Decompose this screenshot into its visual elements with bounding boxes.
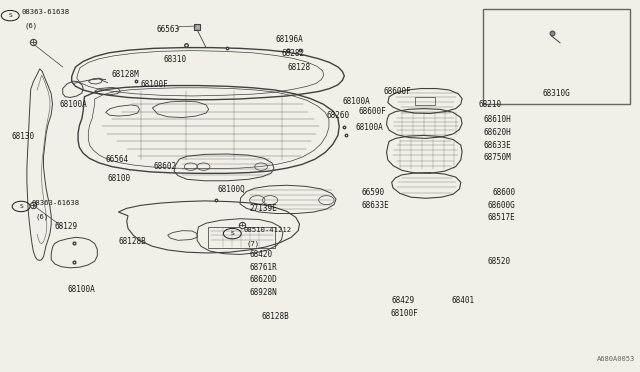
Text: 68196A: 68196A	[275, 35, 303, 44]
Text: 08510-41212: 08510-41212	[243, 227, 291, 233]
Text: 68130: 68130	[12, 132, 35, 141]
Text: 68129: 68129	[54, 222, 77, 231]
Text: 68602: 68602	[154, 162, 177, 171]
Text: 68620H: 68620H	[483, 128, 511, 137]
Text: 68260: 68260	[326, 111, 349, 120]
Text: (6): (6)	[24, 23, 38, 29]
Text: 68310: 68310	[163, 55, 186, 64]
Text: 68128B: 68128B	[261, 312, 289, 321]
Text: (7): (7)	[246, 240, 260, 247]
Text: 68100F: 68100F	[141, 80, 168, 89]
Text: 68633E: 68633E	[362, 201, 389, 210]
Text: S: S	[8, 13, 12, 18]
Text: 68210: 68210	[479, 100, 502, 109]
Text: 68420: 68420	[250, 250, 273, 259]
Text: S: S	[19, 204, 23, 209]
Text: 68310G: 68310G	[543, 89, 571, 97]
Text: 68100A: 68100A	[60, 100, 87, 109]
Text: 66590: 66590	[362, 188, 385, 197]
Text: 68600: 68600	[493, 188, 516, 197]
Text: 68100Q: 68100Q	[218, 185, 245, 194]
Text: 08363-61638: 08363-61638	[32, 200, 80, 206]
Text: 08363-61638: 08363-61638	[21, 9, 69, 15]
Text: 68128B: 68128B	[118, 237, 146, 246]
Text: 68633E: 68633E	[483, 141, 511, 150]
Bar	[483, 9, 630, 104]
Text: 68100A: 68100A	[67, 285, 95, 294]
Text: 68620D: 68620D	[250, 275, 277, 284]
Text: 68100F: 68100F	[390, 309, 418, 318]
Text: 68401: 68401	[451, 296, 474, 305]
Text: 68100A: 68100A	[355, 123, 383, 132]
Text: 68128: 68128	[288, 63, 311, 72]
Bar	[208, 227, 275, 248]
Text: 68600F: 68600F	[358, 107, 386, 116]
Text: 68429: 68429	[392, 296, 415, 305]
Text: 68100: 68100	[108, 174, 131, 183]
Text: 68100A: 68100A	[342, 97, 370, 106]
Text: 68610H: 68610H	[483, 115, 511, 124]
Text: 66564: 66564	[106, 155, 129, 164]
Text: 68761R: 68761R	[250, 263, 277, 272]
Text: 68750M: 68750M	[483, 153, 511, 162]
Text: 68928N: 68928N	[250, 288, 277, 297]
Text: S: S	[230, 231, 234, 236]
Text: 68128M: 68128M	[112, 70, 140, 79]
Text: 68517E: 68517E	[488, 214, 515, 222]
Text: 68282: 68282	[282, 49, 305, 58]
Text: 66563: 66563	[157, 25, 180, 34]
Text: 68600G: 68600G	[488, 201, 515, 210]
Text: (6): (6)	[35, 213, 49, 220]
Bar	[415, 97, 435, 105]
Text: A680A0053: A680A0053	[596, 356, 635, 362]
Text: 27139E: 27139E	[250, 204, 277, 213]
Text: 68600F: 68600F	[384, 87, 412, 96]
Text: 68520: 68520	[488, 257, 511, 266]
